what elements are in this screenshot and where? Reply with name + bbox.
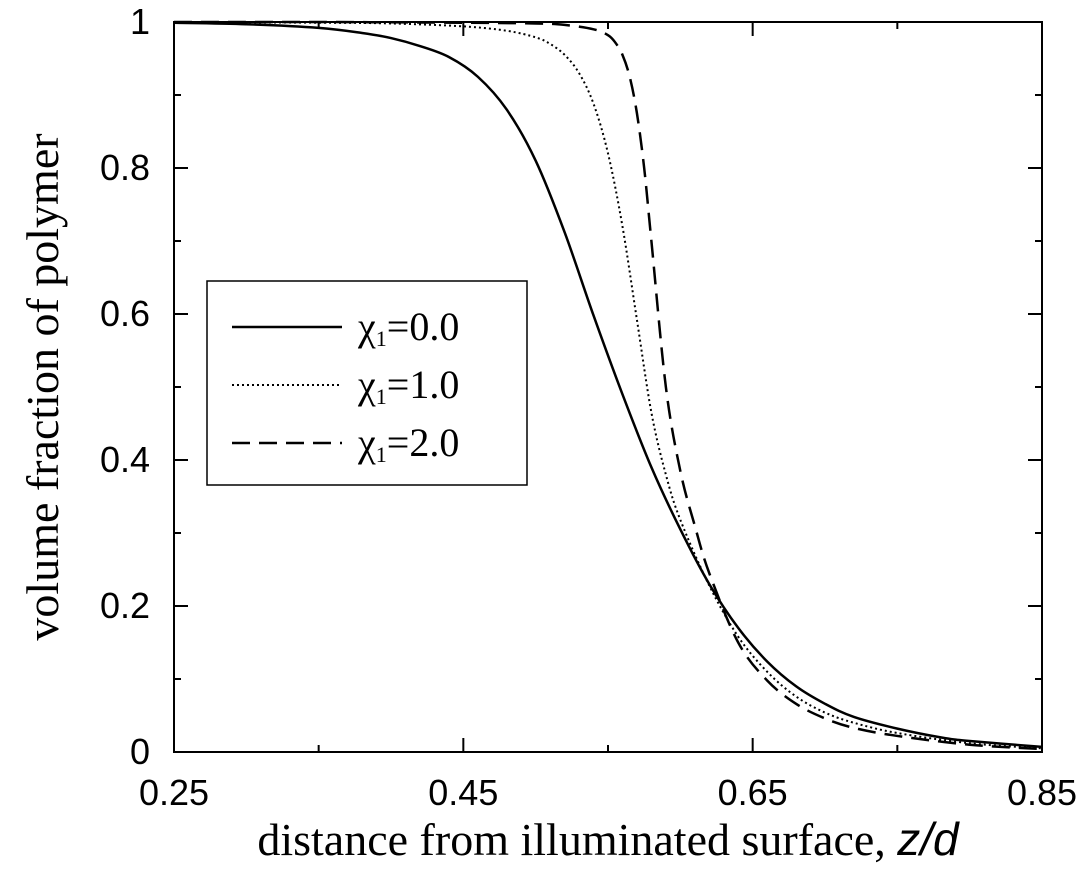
x-tick-label: 0.85 — [1007, 772, 1077, 813]
y-tick-label: 0 — [130, 731, 150, 772]
y-tick-label: 0.2 — [100, 585, 150, 626]
x-tick-label: 0.45 — [428, 772, 498, 813]
x-tick-label: 0.65 — [718, 772, 788, 813]
x-axis-title: distance from illuminated surface, z/d — [257, 813, 960, 865]
legend-items: χ1=0.0 χ1=1.0 χ1=2.0 — [232, 304, 459, 467]
y-tick-label: 0.8 — [100, 147, 150, 188]
legend-label-2: χ1=2.0 — [357, 420, 459, 467]
y-tick-label: 0.4 — [100, 439, 150, 480]
legend-box — [206, 280, 528, 486]
tick-labels: 0.25 0.45 0.65 0.85 0 0.2 0.4 0.6 0.8 1 — [100, 1, 1077, 813]
x-axis-title-variable: z/d — [896, 813, 960, 865]
y-tick-label: 0.6 — [100, 293, 150, 334]
legend-label-1: χ1=1.0 — [357, 362, 459, 409]
series-line-2 — [173, 20, 1043, 751]
series-line-1 — [173, 21, 1043, 750]
y-tick-label: 1 — [130, 1, 150, 42]
series-line-0 — [173, 21, 1043, 749]
x-axis-title-text: distance from illuminated surface, — [257, 814, 897, 865]
legend: χ1=0.0 χ1=1.0 χ1=2.0 — [206, 280, 528, 486]
y-axis-title: volume fraction of polymer — [17, 133, 68, 640]
legend-label-0: χ1=0.0 — [357, 304, 459, 351]
x-tick-label: 0.25 — [139, 772, 209, 813]
series-lines — [173, 20, 1043, 751]
